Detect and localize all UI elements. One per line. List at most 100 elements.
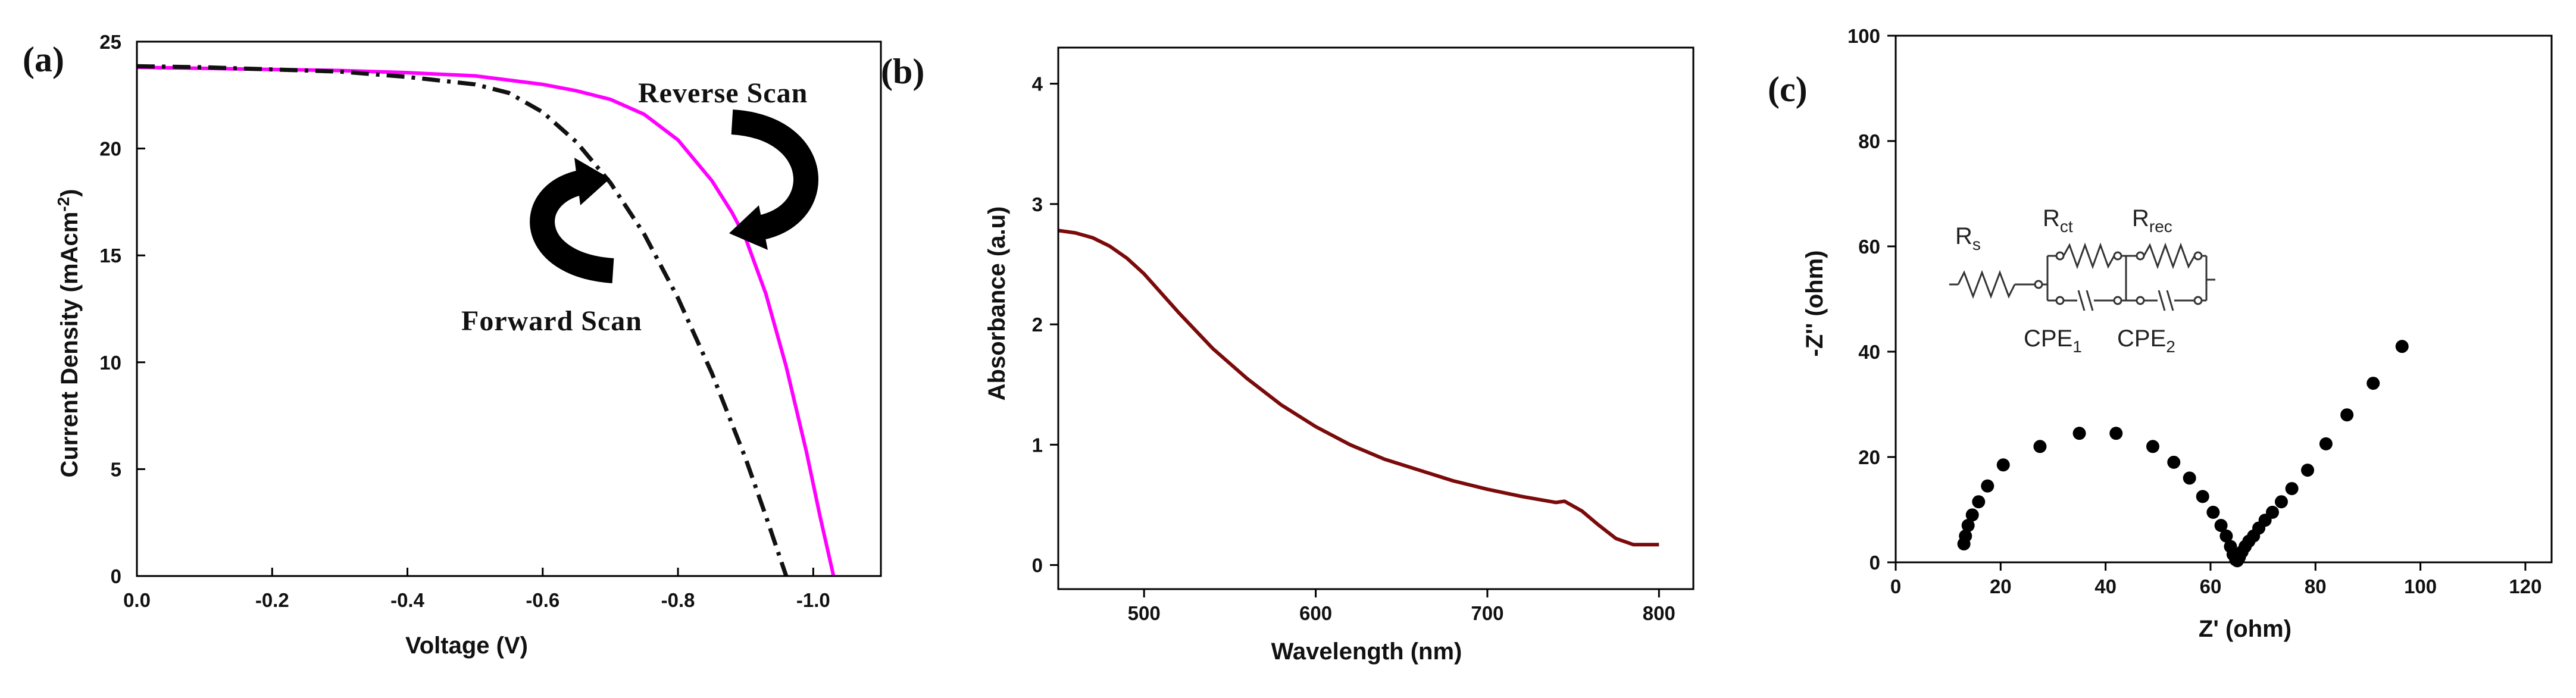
- y-tick-label: 4: [1032, 73, 1043, 95]
- panel-a: (a) 0.0 -0.2 -0.4 -0.6 -0.8 -1.0 0 5 10 15 20 25 Vo…: [23, 31, 882, 659]
- y-tick-label: 1: [1032, 434, 1043, 456]
- y-tick-label: 20: [1858, 446, 1880, 468]
- reverse-scan-label: Reverse Scan: [638, 77, 808, 109]
- y-tick-label: 20: [99, 138, 121, 160]
- eis-point: [2219, 529, 2233, 543]
- x-tick-label: 500: [1128, 602, 1161, 624]
- rs-resistor-symbol: [1957, 270, 2016, 299]
- rct-resistor-symbol: [2062, 242, 2115, 270]
- eis-point: [2167, 455, 2181, 469]
- eis-point: [1996, 458, 2010, 472]
- eis-point: [2072, 427, 2086, 440]
- circuit-node: [2193, 251, 2203, 261]
- rct-label: Rct: [2043, 205, 2073, 236]
- cpe1-label: CPE1: [2024, 325, 2082, 356]
- eis-point: [2214, 519, 2228, 533]
- panel-a-xlabel: Voltage (V): [405, 633, 528, 659]
- y-tick-label: 40: [1858, 341, 1880, 363]
- panel-b-ylabel: Absorbance (a.u): [984, 206, 1010, 401]
- y-tick-label: 0: [1870, 552, 1880, 574]
- panel-c-xlabel: Z' (ohm): [2199, 616, 2291, 642]
- circuit-node: [2055, 251, 2065, 261]
- panel-a-ylabel-close: ): [57, 189, 83, 197]
- panel-a-ticks: 0.0 -0.2 -0.4 -0.6 -0.8 -1.0 0 5 10 15 20 25: [99, 31, 830, 611]
- reverse-scan-arrow: [731, 109, 818, 242]
- panel-c-label: (c): [1768, 70, 1808, 109]
- panel-b: (b) 500 600 700 800 0 1 2 3 4 Wavelength (nm) Ab…: [881, 46, 1695, 665]
- x-tick-label: 700: [1471, 602, 1503, 624]
- forward-scan-label: Forward Scan: [461, 305, 642, 337]
- y-tick-label: 0: [111, 565, 121, 587]
- x-tick-label: 60: [2200, 575, 2222, 597]
- equivalent-circuit-inset: [1949, 242, 2215, 311]
- reverse-scan-line: [136, 65, 836, 577]
- x-tick-label: -0.6: [526, 589, 559, 611]
- circuit-node: [2136, 296, 2145, 305]
- eis-point: [1959, 529, 1972, 543]
- panel-a-ylabel-main: Current Density (mAcm: [57, 212, 83, 478]
- y-tick-label: 80: [1858, 130, 1880, 152]
- x-tick-label: 0: [1890, 575, 1901, 597]
- panel-b-frame: [1057, 46, 1695, 590]
- y-tick-label: 10: [99, 352, 121, 374]
- eis-point: [2301, 464, 2315, 477]
- eis-point: [2285, 482, 2299, 496]
- eis-point: [2366, 377, 2380, 390]
- x-tick-label: 100: [2404, 575, 2437, 597]
- cpe1-symbol: [2086, 290, 2094, 311]
- panel-b-ticks: 500 600 700 800 0 1 2 3 4: [1032, 73, 1675, 624]
- x-tick-label: -0.2: [255, 589, 289, 611]
- forward-scan-arrowhead: [574, 158, 610, 205]
- eis-point: [1961, 519, 1975, 533]
- panel-c-series: [1957, 340, 2409, 568]
- panel-b-label: (b): [881, 52, 924, 91]
- reverse-scan-arrowhead: [729, 205, 768, 250]
- panel-c-ticks: 0 20 40 60 80 100 120 0 20 40 60 80 100: [1847, 25, 2542, 597]
- x-tick-label: 600: [1299, 602, 1332, 624]
- eis-point: [2196, 490, 2209, 503]
- panel-b-xlabel: Wavelength (nm): [1271, 638, 1462, 665]
- eis-point: [2033, 440, 2047, 453]
- eis-point: [1965, 508, 1979, 522]
- eis-point: [1981, 479, 1994, 493]
- eis-point: [2274, 495, 2288, 509]
- panel-b-series: [1058, 229, 1659, 547]
- circuit-node: [2113, 296, 2122, 305]
- rrec-resistor-symbol: [2143, 242, 2196, 270]
- circuit-node: [2034, 280, 2043, 289]
- y-tick-label: 25: [99, 31, 121, 53]
- cpe1-symbol: [2077, 290, 2086, 311]
- eis-point: [2395, 340, 2409, 353]
- panel-a-ylabel: Current Density (mAcm-2): [54, 189, 83, 478]
- rrec-label: Rrec: [2132, 205, 2172, 236]
- panel-c-ylabel: -Z'' (ohm): [1802, 251, 1828, 357]
- circuit-node: [2136, 251, 2145, 261]
- y-tick-label: 60: [1858, 236, 1880, 258]
- eis-point: [1972, 495, 1986, 509]
- cpe2-symbol: [2158, 290, 2166, 311]
- x-tick-label: 120: [2509, 575, 2541, 597]
- panel-c-frame: [1895, 35, 2553, 564]
- eis-point: [2146, 440, 2159, 453]
- x-tick-label: 0.0: [123, 589, 151, 611]
- y-tick-label: 5: [111, 458, 121, 480]
- eis-point: [2109, 427, 2123, 440]
- cpe2-symbol: [2166, 290, 2174, 311]
- y-tick-label: 0: [1032, 555, 1043, 577]
- panel-c: (c) 0 20 40 60 80 100 120 0 20 40 60 80 100 Z' (ohm)…: [1768, 25, 2553, 642]
- circuit-node: [2113, 251, 2122, 261]
- y-tick-label: 2: [1032, 314, 1043, 336]
- x-tick-label: -0.8: [661, 589, 695, 611]
- panel-a-ylabel-sup: -2: [54, 197, 73, 212]
- cpe2-label: CPE2: [2117, 325, 2175, 356]
- panel-a-series: [136, 64, 836, 577]
- circuit-node: [2055, 296, 2065, 305]
- x-tick-label: -1.0: [796, 589, 830, 611]
- eis-point: [2319, 437, 2333, 450]
- forward-scan-line: [136, 64, 789, 577]
- x-tick-label: 40: [2094, 575, 2117, 597]
- x-tick-label: -0.4: [390, 589, 425, 611]
- x-tick-label: 800: [1643, 602, 1675, 624]
